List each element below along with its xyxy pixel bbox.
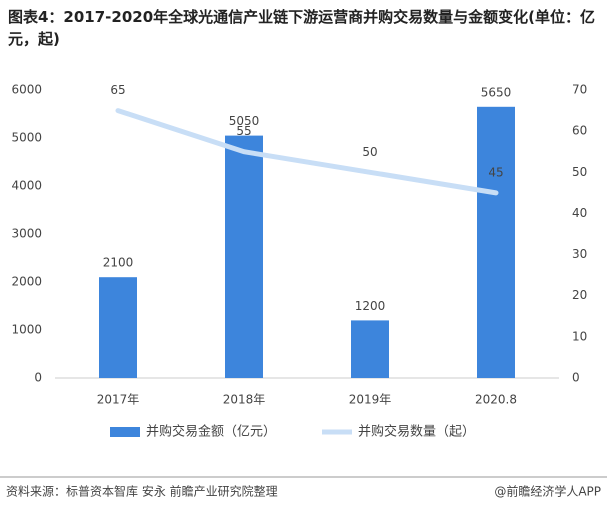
y-tick-label: 4000 [11,179,42,193]
data-label: 5650 [481,85,512,99]
y2-tick-label: 0 [572,371,580,385]
data-label: 45 [488,165,503,179]
y2-tick-label: 10 [572,329,587,343]
data-label: 2100 [103,256,134,270]
x-tick-label: 2019年 [349,393,392,407]
x-tick-label: 2020.8 [475,393,517,407]
x-tick-label: 2018年 [223,393,266,407]
data-label: 50 [362,145,377,159]
y-tick-label: 3000 [11,227,42,241]
y2-tick-label: 50 [572,165,587,179]
bar [351,320,389,378]
data-label: 65 [110,83,125,97]
y-tick-label: 1000 [11,323,42,337]
y2-tick-label: 70 [572,83,587,97]
bar [225,135,263,378]
y2-tick-label: 60 [572,124,587,138]
legend-swatch [110,427,140,437]
data-label: 5050 [229,114,260,128]
y-tick-label: 0 [34,371,42,385]
y2-tick-label: 20 [572,288,587,302]
legend-label: 并购交易数量（起） [358,424,475,440]
y-tick-label: 6000 [11,83,42,97]
data-label: 1200 [355,299,386,313]
bar [477,106,515,379]
data-label: 55 [236,124,251,138]
bar [99,277,137,378]
x-tick-label: 2017年 [97,393,140,407]
credit: @前瞻经济学人APP [494,484,601,499]
y2-tick-label: 40 [572,206,587,220]
legend-label: 并购交易金额（亿元） [146,424,276,440]
source: 资料来源：标普资本智库 安永 前瞻产业研究院整理 [6,484,278,499]
y-tick-label: 2000 [11,275,42,289]
line [115,108,499,196]
y-tick-label: 5000 [11,131,42,145]
y2-tick-label: 30 [572,247,587,261]
chart-title: 图表4：2017-2020年全球光通信产业链下游运营商并购交易数量与金额变化(单… [8,8,596,48]
